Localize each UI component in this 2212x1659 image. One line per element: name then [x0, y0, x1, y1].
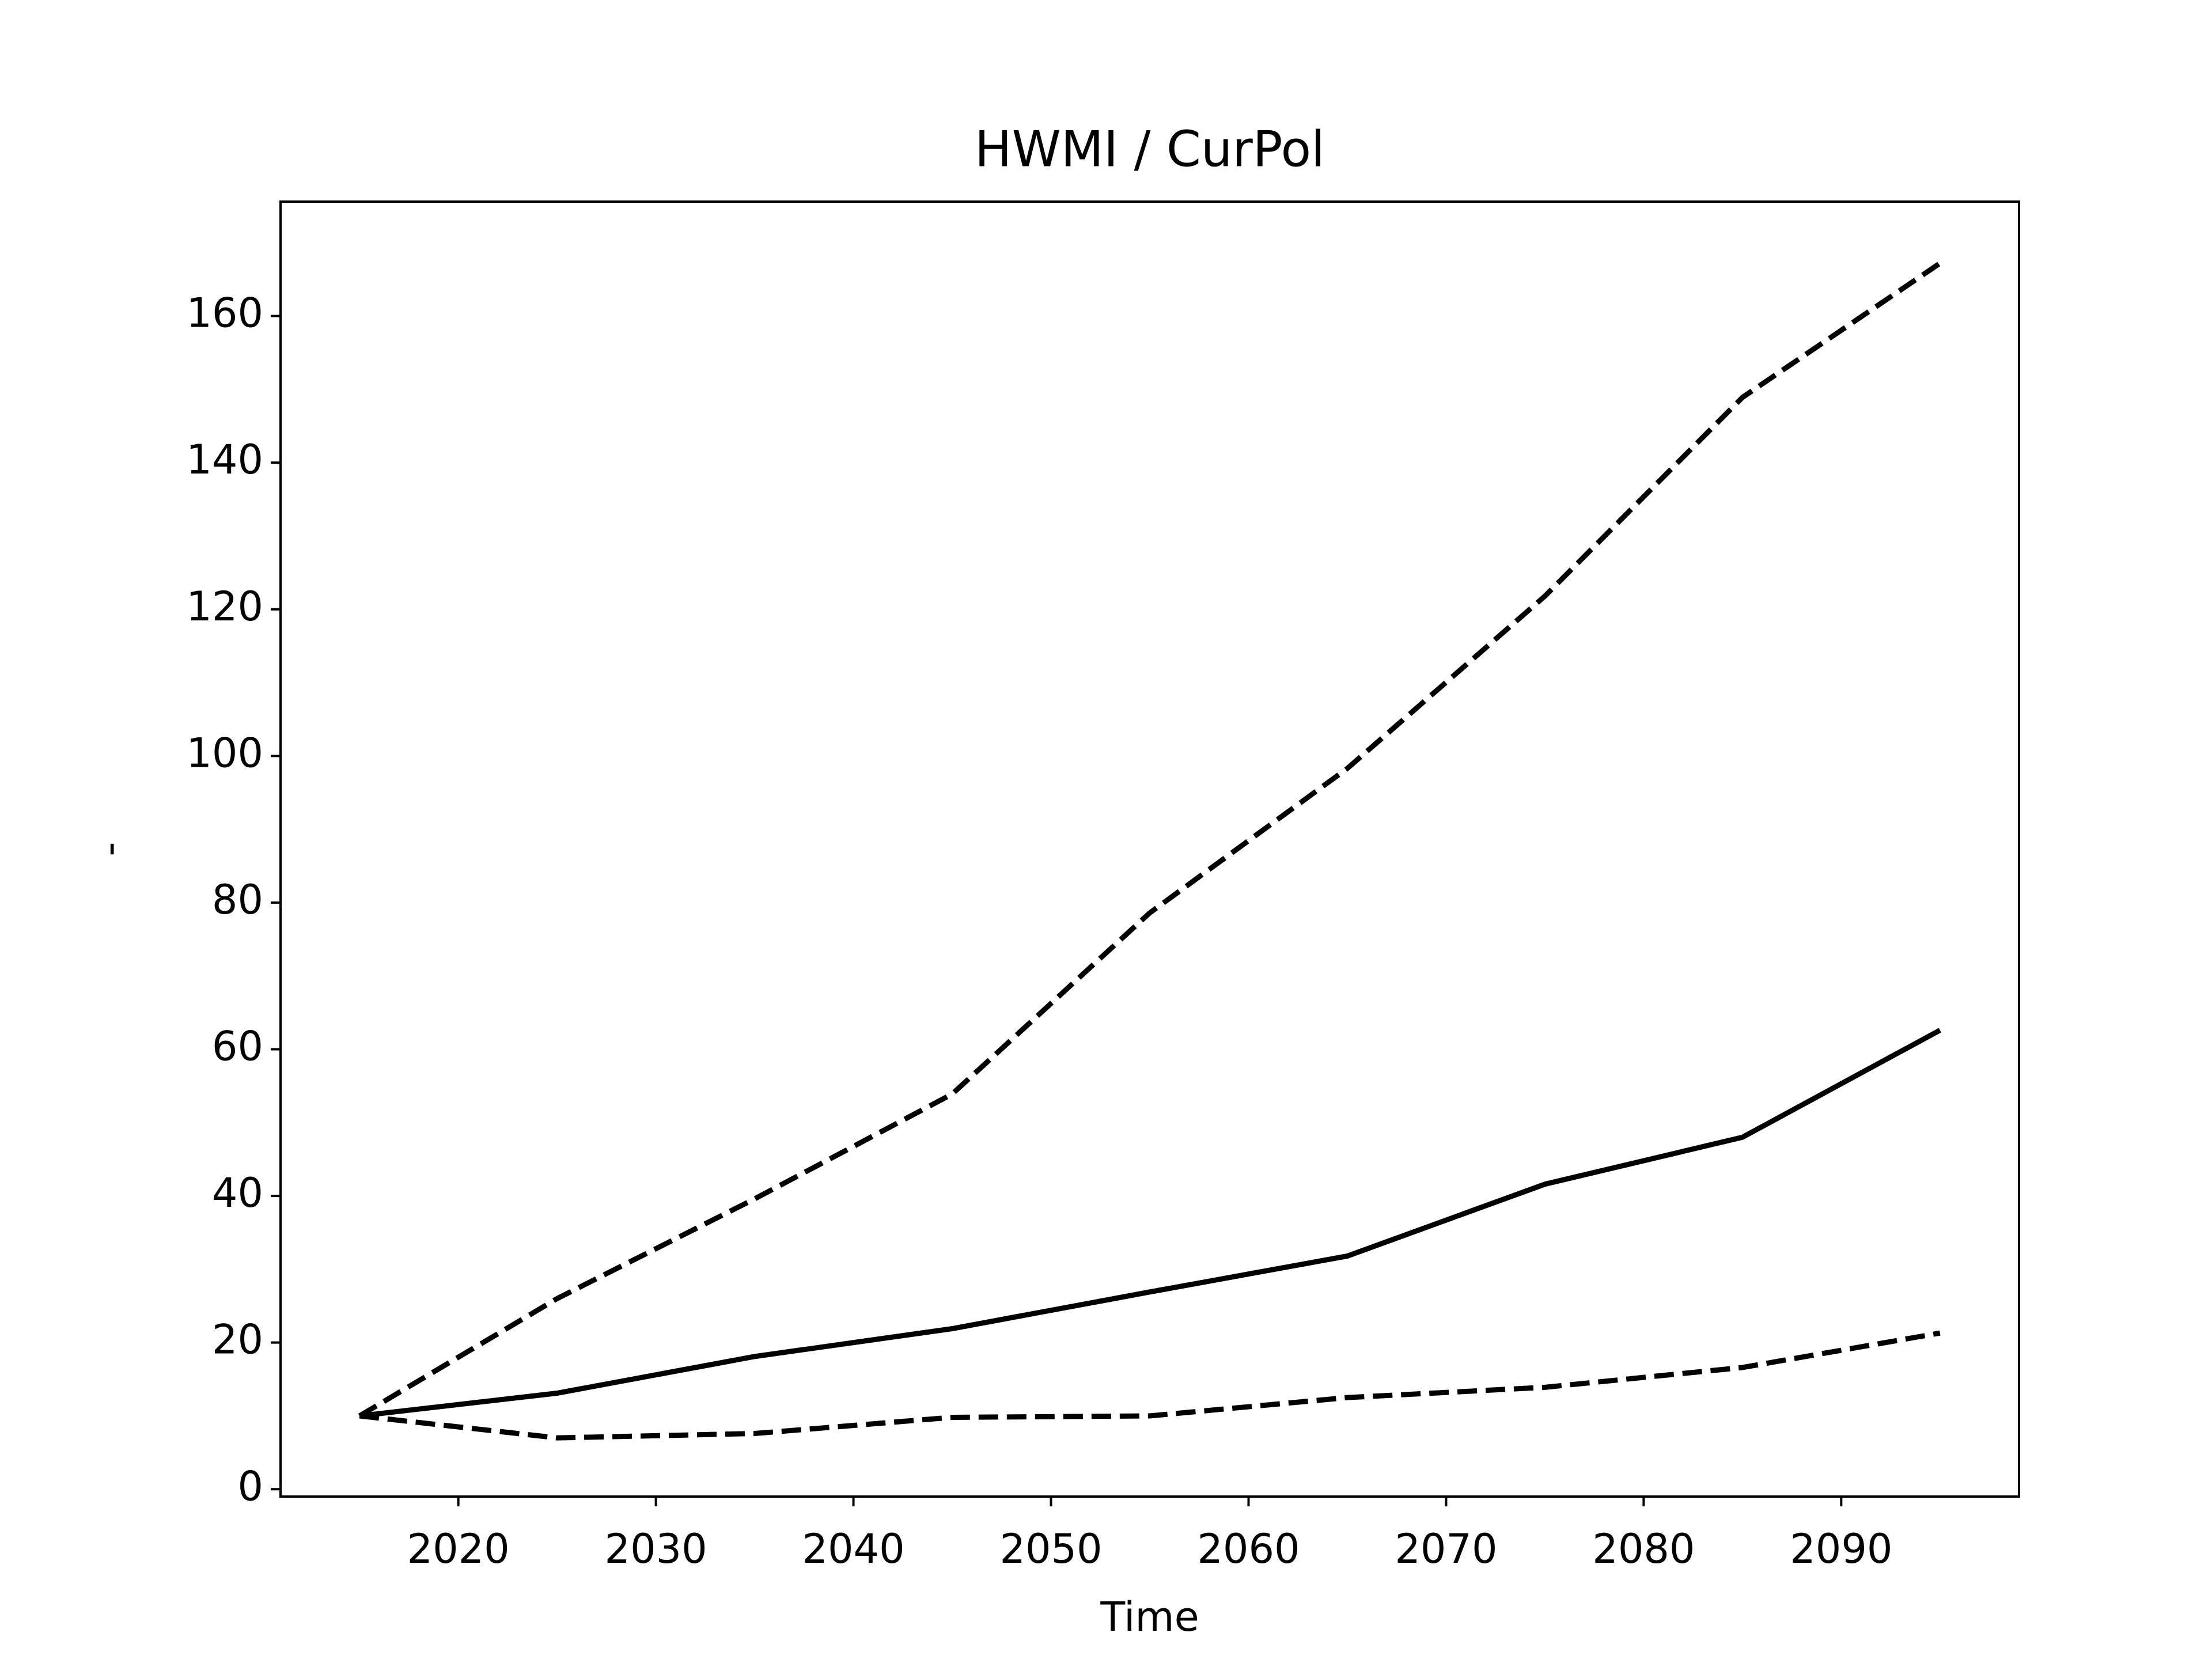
- y-tick-label: 120: [186, 583, 263, 630]
- series-line: [358, 261, 1942, 1418]
- x-tick-label: 2070: [1395, 1525, 1497, 1573]
- x-tick-label: 2020: [407, 1525, 510, 1573]
- plot-frame: [279, 200, 2020, 1498]
- x-tick-label: 2060: [1197, 1525, 1300, 1573]
- y-tick-label: 0: [237, 1463, 263, 1510]
- x-tick-label: 2040: [802, 1525, 904, 1573]
- y-tick-label: 40: [212, 1169, 263, 1217]
- y-tick-label: 80: [212, 876, 263, 923]
- series-line: [359, 1330, 1941, 1441]
- y-tick-label: 100: [186, 729, 263, 777]
- y-tick-label: 140: [186, 436, 263, 483]
- y-axis-label: -: [86, 842, 133, 856]
- y-tick-label: 60: [212, 1023, 263, 1070]
- y-tick-label: 160: [186, 290, 263, 337]
- chart-title: HWMI / CurPol: [975, 120, 1325, 178]
- x-tick-label: 2030: [605, 1525, 707, 1573]
- x-tick-label: 2080: [1592, 1525, 1695, 1573]
- series-line: [359, 1028, 1941, 1419]
- x-axis-label: Time: [1100, 1593, 1199, 1641]
- x-tick-label: 2090: [1790, 1525, 1892, 1573]
- y-tick-label: 20: [212, 1316, 263, 1363]
- x-tick-label: 2050: [999, 1525, 1102, 1573]
